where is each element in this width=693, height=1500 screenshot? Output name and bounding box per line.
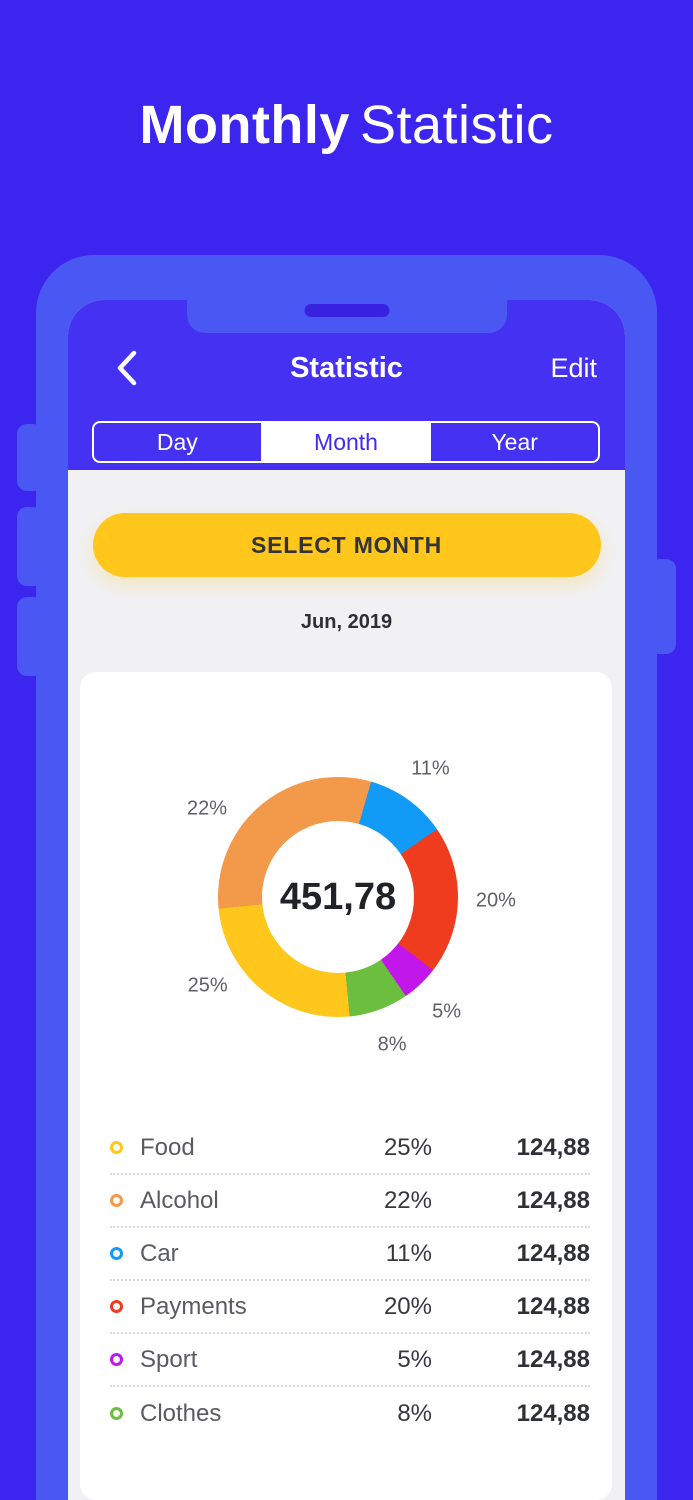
slice-percent-label: 25% bbox=[187, 974, 228, 997]
legend-category-label: Car bbox=[140, 1239, 179, 1267]
slice-percent-label: 8% bbox=[377, 1033, 407, 1056]
chevron-left-icon bbox=[117, 350, 137, 386]
legend-category-label: Alcohol bbox=[140, 1186, 219, 1214]
legend-percent: 8% bbox=[397, 1399, 432, 1427]
speaker-icon bbox=[304, 304, 389, 317]
slice-percent-label: 22% bbox=[186, 797, 228, 820]
period-label: Jun, 2019 bbox=[300, 611, 393, 633]
legend-category-label: Payments bbox=[140, 1292, 247, 1320]
legend-bullet-icon bbox=[110, 1407, 123, 1420]
legend-row: Alcohol 22% 124,88 bbox=[110, 1175, 590, 1228]
tab-month[interactable]: Month bbox=[260, 423, 430, 461]
legend-bullet-icon bbox=[110, 1194, 123, 1207]
legend-bullet-icon bbox=[110, 1353, 123, 1366]
legend-percent: 25% bbox=[383, 1133, 432, 1161]
legend-amount: 124,88 bbox=[516, 1345, 590, 1373]
tab-day[interactable]: Day bbox=[156, 428, 198, 455]
legend-percent: 11% bbox=[385, 1239, 432, 1267]
segmented-control: Day Month Year bbox=[92, 421, 600, 463]
legend-row: Clothes 8% 124,88 bbox=[110, 1387, 590, 1440]
edit-button[interactable]: Edit bbox=[550, 352, 597, 383]
legend: Food 25% 124,88 Alcohol 22% 124,88 bbox=[80, 1122, 612, 1440]
donut-center-total: 451,78 bbox=[279, 875, 397, 918]
legend-amount: 124,88 bbox=[516, 1292, 590, 1320]
slice-percent-label: 20% bbox=[475, 889, 516, 912]
legend-row: Car 11% 124,88 bbox=[110, 1228, 590, 1281]
donut-hole: 451,78 bbox=[262, 821, 414, 973]
volume-down-button bbox=[17, 597, 43, 676]
phone-frame: Statistic Edit Day Month Year SELECT MON… bbox=[17, 255, 676, 1500]
donut-chart: 451,78 bbox=[218, 777, 458, 1017]
legend-percent: 20% bbox=[383, 1292, 432, 1320]
page-title-light: Statistic bbox=[359, 95, 554, 155]
slice-percent-label: 5% bbox=[432, 1000, 461, 1023]
volume-up-button bbox=[17, 507, 43, 586]
power-button bbox=[650, 559, 676, 654]
legend-percent: 5% bbox=[397, 1345, 432, 1373]
mute-button bbox=[17, 424, 43, 491]
legend-amount: 124,88 bbox=[516, 1133, 590, 1161]
legend-category-label: Sport bbox=[140, 1345, 198, 1373]
legend-amount: 124,88 bbox=[516, 1186, 590, 1214]
legend-bullet-icon bbox=[110, 1247, 123, 1260]
select-month-button[interactable]: SELECT MONTH bbox=[92, 513, 601, 577]
page-title: Monthly Statistic bbox=[0, 94, 693, 156]
chart-area: 451,78 11% 20% 5% 8% 25% 22% bbox=[80, 672, 612, 1122]
legend-bullet-icon bbox=[110, 1141, 123, 1154]
notch bbox=[186, 300, 507, 333]
slice-percent-label: 11% bbox=[411, 757, 450, 780]
legend-percent: 22% bbox=[383, 1186, 432, 1214]
legend-amount: 124,88 bbox=[516, 1399, 590, 1427]
legend-row: Sport 5% 124,88 bbox=[110, 1334, 590, 1387]
back-button[interactable] bbox=[112, 346, 142, 390]
header-title: Statistic bbox=[290, 351, 403, 384]
content-area: SELECT MONTH Jun, 2019 451,78 11% 20% 5% 8%… bbox=[68, 470, 625, 1500]
stats-card: 451,78 11% 20% 5% 8% 25% 22% Food 25% 124,88 bbox=[80, 672, 612, 1500]
legend-amount: 124,88 bbox=[516, 1239, 590, 1267]
header-row: Statistic Edit bbox=[68, 346, 625, 390]
legend-category-label: Clothes bbox=[140, 1399, 222, 1427]
phone-screen: Statistic Edit Day Month Year SELECT MON… bbox=[68, 300, 625, 1500]
legend-row: Food 25% 124,88 bbox=[110, 1122, 590, 1175]
legend-category-label: Food bbox=[140, 1133, 195, 1161]
page-title-bold: Monthly bbox=[139, 95, 350, 155]
legend-bullet-icon bbox=[110, 1300, 123, 1313]
legend-row: Payments 20% 124,88 bbox=[110, 1281, 590, 1334]
tab-year[interactable]: Year bbox=[429, 423, 598, 461]
